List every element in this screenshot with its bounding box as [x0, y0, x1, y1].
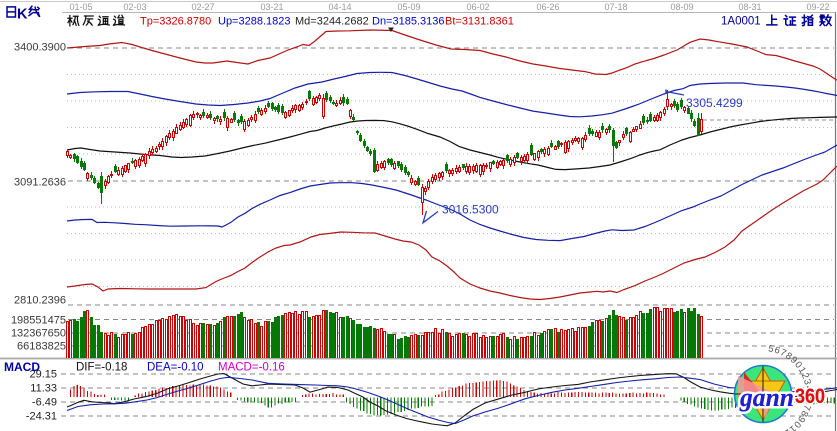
svg-text:08-09: 08-09: [670, 2, 693, 12]
svg-text:3: 3: [777, 429, 786, 431]
svg-text:06-02: 06-02: [466, 2, 489, 12]
svg-text:6: 6: [773, 345, 781, 357]
svg-text:3400.3900: 3400.3900: [14, 42, 66, 54]
svg-text:Tp=3326.8780: Tp=3326.8780: [140, 16, 211, 28]
svg-text:04-14: 04-14: [328, 2, 351, 12]
svg-text:9: 9: [788, 354, 799, 366]
svg-text:360: 360: [795, 384, 825, 408]
svg-text:K: K: [17, 7, 28, 23]
svg-text:Bt=3131.8361: Bt=3131.8361: [445, 16, 514, 28]
svg-text:01-05: 01-05: [69, 2, 92, 12]
svg-text:-6.49: -6.49: [32, 397, 57, 409]
svg-text:02-03: 02-03: [123, 2, 146, 12]
svg-text:2810.2396: 2810.2396: [14, 295, 66, 307]
svg-text:3091.2636: 3091.2636: [14, 177, 66, 189]
svg-text:07-18: 07-18: [604, 2, 627, 12]
svg-text:4: 4: [802, 385, 814, 392]
svg-text:gann: gann: [739, 383, 794, 412]
svg-text:06-26: 06-26: [536, 2, 559, 12]
svg-text:08-31: 08-31: [738, 2, 761, 12]
svg-text:132367650: 132367650: [11, 328, 66, 340]
svg-text:1: 1: [787, 423, 798, 431]
svg-text:1: 1: [796, 365, 808, 375]
svg-text:9: 9: [795, 414, 807, 424]
svg-text:5: 5: [803, 392, 814, 397]
svg-text:Up=3288.1823: Up=3288.1823: [218, 16, 290, 28]
svg-text:1A0001: 1A0001: [721, 16, 761, 28]
svg-text:05-09: 05-09: [397, 2, 420, 12]
svg-text:09-22: 09-22: [806, 2, 829, 12]
svg-text:DIF=-0.18: DIF=-0.18: [76, 362, 127, 374]
svg-text:3305.4299: 3305.4299: [686, 96, 743, 110]
svg-text:29.15: 29.15: [29, 369, 57, 381]
svg-text:66183825: 66183825: [17, 341, 66, 353]
svg-text:MACD: MACD: [4, 360, 40, 374]
svg-text:03-21: 03-21: [260, 2, 283, 12]
svg-text:7: 7: [778, 347, 788, 359]
svg-text:6: 6: [802, 398, 814, 405]
svg-text:2: 2: [799, 371, 811, 380]
svg-text:7: 7: [800, 403, 812, 411]
svg-text:0: 0: [792, 359, 804, 370]
svg-text:gann: gann: [739, 383, 794, 412]
svg-text:MACD=-0.16: MACD=-0.16: [218, 362, 285, 374]
svg-text:3016.5300: 3016.5300: [442, 203, 499, 217]
svg-text:Dn=3185.3136: Dn=3185.3136: [372, 16, 444, 28]
svg-text:Md=3244.2682: Md=3244.2682: [295, 16, 369, 28]
svg-text:11.33: 11.33: [30, 383, 57, 395]
svg-text:8: 8: [783, 350, 794, 362]
svg-text:8: 8: [798, 409, 810, 418]
svg-text:5: 5: [767, 343, 774, 355]
svg-text:DEA=-0.10: DEA=-0.10: [147, 362, 204, 374]
svg-text:2: 2: [782, 426, 792, 431]
svg-text:02-27: 02-27: [191, 2, 214, 12]
svg-text:3: 3: [801, 378, 813, 386]
svg-text:198551475: 198551475: [11, 315, 66, 327]
svg-text:0: 0: [791, 419, 803, 430]
svg-text:-24.31: -24.31: [26, 411, 57, 423]
svg-text:360: 360: [795, 384, 825, 408]
